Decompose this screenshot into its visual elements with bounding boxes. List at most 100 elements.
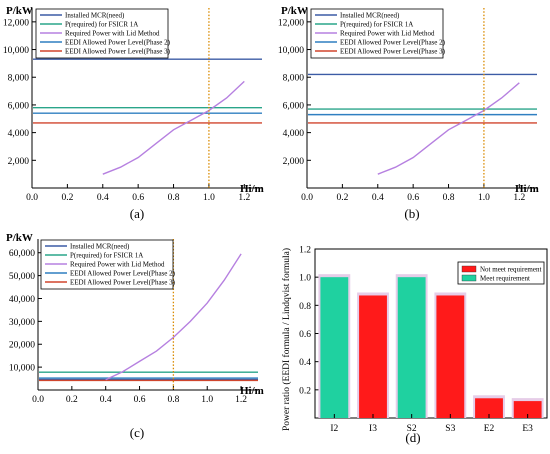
- chart-c-legend: Installed MCR(need)P(required) for FSICR…: [40, 239, 176, 290]
- chart-a-legend-label-p-required-for-fsicr-1a: P(required) for FSICR 1A: [65, 21, 138, 29]
- chart-a-x-tick-label: 0.4: [97, 193, 109, 203]
- chart-a-legend-label-eedi-allowed-power-level-phase-3: EEDI Allowed Power Level(Phase 3): [65, 48, 171, 56]
- chart-b-y-tick-label: 6,000: [283, 101, 305, 111]
- chart-d-y-axis-title: Power ratio (EEDI formula / Lindqvist fo…: [281, 248, 292, 431]
- chart-b-curve-lid-method: [377, 82, 520, 175]
- chart-b-panel-label: (b): [404, 206, 419, 221]
- chart-c-curve-lid-method: [105, 253, 242, 381]
- chart-b-legend-label-eedi-allowed-power-level-phase-3: EEDI Allowed Power Level(Phase 3): [340, 48, 446, 56]
- chart-b-x-axis-title: Hi/m: [515, 183, 539, 195]
- chart-d-panel-label: (d): [405, 430, 420, 445]
- chart-a-y-tick-label: 6,000: [8, 101, 30, 111]
- chart-d-x-tick-label-i2: I2: [330, 424, 338, 434]
- chart-b-y-tick-label: 8,000: [283, 74, 305, 84]
- chart-d-x-tick-label-s2: S2: [407, 424, 417, 434]
- chart-d-bar-i2: [320, 277, 349, 418]
- chart-b-x-tick-label: 0.2: [336, 193, 348, 203]
- chart-d-y-tick-label: 0.4: [299, 358, 311, 368]
- chart-a-x-tick-label: 0.8: [168, 193, 180, 203]
- chart-d-legend-swatch-not: [461, 265, 477, 273]
- chart-b-legend-label-eedi-allowed-power-level-phase-2: EEDI Allowed Power Level(Phase 2): [340, 39, 446, 47]
- chart-d-y-tick-label: 1.2: [299, 246, 311, 256]
- chart-panel-a: (a) P/kW Hi/m 2,000 4,000 6,000 8,000 10,000 12,…: [0, 0, 275, 227]
- chart-panel-b: (b) P/kW Hi/m 2,000 4,000 6,000 8,000 10,000 12,…: [275, 0, 550, 227]
- chart-c-legend-label-installed-mcr-need: Installed MCR(need): [70, 243, 130, 251]
- chart-d-x-tick-label-e2: E2: [484, 424, 495, 434]
- chart-d-x-tick-label-s3: S3: [445, 424, 455, 434]
- chart-d-bar-s3: [436, 295, 465, 418]
- chart-a-legend: Installed MCR(need)P(required) for FSICR…: [35, 8, 171, 59]
- chart-b-y-tick-label: 12,000: [278, 18, 304, 28]
- chart-c-x-tick-label: 0.6: [134, 395, 146, 405]
- chart-c-x-tick-label: 0.4: [100, 395, 112, 405]
- chart-b-x-tick-label: 1.0: [478, 193, 490, 203]
- chart-d-legend-swatch-meet: [461, 274, 477, 282]
- chart-d-x-tick-label-i3: I3: [369, 424, 377, 434]
- chart-a-y-tick-label: 4,000: [8, 129, 30, 139]
- chart-c-x-tick-label: 0.0: [32, 395, 44, 405]
- chart-a-x-tick-label: 1.0: [203, 193, 215, 203]
- chart-b-legend-label-p-required-for-fsicr-1a: P(required) for FSICR 1A: [340, 21, 413, 29]
- chart-c-y-tick-label: 40,000: [9, 295, 35, 305]
- chart-c-x-tick-label: 1.2: [235, 395, 247, 405]
- line-chart-a: (a) P/kW Hi/m 2,000 4,000 6,000 8,000 10,000 12,…: [3, 5, 264, 221]
- chart-c-y-tick-label: 50,000: [9, 272, 35, 282]
- chart-a-y-tick-label: 10,000: [3, 46, 29, 56]
- chart-c-legend-label-required-power-with-lid-method: Required Power with Lid Method: [70, 261, 165, 269]
- chart-c-legend-label-eedi-allowed-power-level-phase-2: EEDI Allowed Power Level(Phase 2): [70, 270, 176, 278]
- chart-b-x-tick-label: 1.2: [513, 193, 525, 203]
- chart-a-y-axis-title: P/kW: [6, 5, 33, 17]
- chart-panel-c: (c) P/kW Hi/m 10,000 20,000 30,000 40,000 50,00…: [0, 227, 275, 454]
- chart-a-legend-label-installed-mcr-need: Installed MCR(need): [65, 12, 125, 20]
- chart-a-y-tick-label: 2,000: [8, 157, 30, 167]
- chart-a-legend-label-required-power-with-lid-method: Required Power with Lid Method: [65, 30, 160, 38]
- chart-c-y-axis-title: P/kW: [6, 232, 33, 244]
- chart-a-x-tick-label: 1.2: [238, 193, 250, 203]
- chart-b-legend-label-required-power-with-lid-method: Required Power with Lid Method: [340, 30, 435, 38]
- line-chart-c: (c) P/kW Hi/m 10,000 20,000 30,000 40,000 50,00…: [6, 232, 264, 440]
- chart-c-x-axis-title: Hi/m: [240, 385, 264, 397]
- chart-a-x-tick-label: 0.6: [132, 193, 144, 203]
- chart-a-y-tick-label: 12,000: [3, 18, 29, 28]
- chart-a-legend-label-eedi-allowed-power-level-phase-2: EEDI Allowed Power Level(Phase 2): [65, 39, 171, 47]
- chart-d-bar-e3: [513, 401, 542, 418]
- chart-d-y-tick-label: 1.0: [299, 274, 311, 284]
- chart-d-legend-box: [457, 261, 545, 285]
- chart-a-panel-label: (a): [130, 206, 144, 221]
- chart-d-y-tick-label: 0.8: [299, 302, 311, 312]
- chart-c-y-tick-label: 30,000: [9, 318, 35, 328]
- chart-b-y-tick-label: 10,000: [278, 46, 304, 56]
- chart-d-x-tick-label-e3: E3: [522, 424, 533, 434]
- chart-c-y-tick-label: 60,000: [9, 249, 35, 259]
- chart-d-y-tick-label: 0.6: [299, 330, 311, 340]
- bar-chart-d: 0.2 0.4 0.6 0.8 1.0 1.2 Power ratio (EEDI form…: [281, 246, 548, 445]
- chart-c-legend-label-eedi-allowed-power-level-phase-3: EEDI Allowed Power Level(Phase 3): [70, 279, 176, 287]
- chart-d-legend-label-meet: Meet requirement: [480, 275, 530, 283]
- chart-d-bar-i3: [359, 295, 387, 418]
- chart-c-legend-label-p-required-for-fsicr-1a: P(required) for FSICR 1A: [70, 252, 143, 260]
- chart-b-legend: Installed MCR(need)P(required) for FSICR…: [310, 8, 446, 59]
- chart-c-y-tick-label: 20,000: [9, 341, 35, 351]
- chart-b-x-tick-label: 0.4: [372, 193, 384, 203]
- chart-b-x-tick-label: 0.8: [443, 193, 455, 203]
- chart-b-x-tick-label: 0.0: [301, 193, 313, 203]
- chart-a-y-tick-label: 8,000: [8, 74, 30, 84]
- chart-d-y-tick-label: 0.2: [299, 386, 311, 396]
- chart-d-bar-s2: [397, 277, 426, 418]
- chart-a-curve-lid-method: [102, 80, 245, 175]
- chart-b-y-axis-title: P/kW: [281, 5, 308, 17]
- chart-c-y-tick-label: 10,000: [9, 364, 35, 374]
- chart-b-x-tick-label: 0.6: [407, 193, 419, 203]
- chart-b-legend-label-installed-mcr-need: Installed MCR(need): [340, 12, 400, 20]
- chart-c-panel-label: (c): [130, 425, 144, 440]
- chart-b-y-tick-label: 2,000: [283, 157, 305, 167]
- chart-a-x-axis-title: Hi/m: [240, 183, 264, 195]
- chart-c-x-tick-label: 0.2: [66, 395, 78, 405]
- chart-a-x-tick-label: 0.2: [61, 193, 73, 203]
- chart-a-x-tick-label: 0.0: [26, 193, 38, 203]
- chart-c-x-tick-label: 0.8: [167, 395, 179, 405]
- chart-c-x-tick-label: 1.0: [201, 395, 213, 405]
- line-chart-b: (b) P/kW Hi/m 2,000 4,000 6,000 8,000 10,000 12,…: [278, 5, 539, 221]
- chart-d-bar-e2: [475, 398, 503, 418]
